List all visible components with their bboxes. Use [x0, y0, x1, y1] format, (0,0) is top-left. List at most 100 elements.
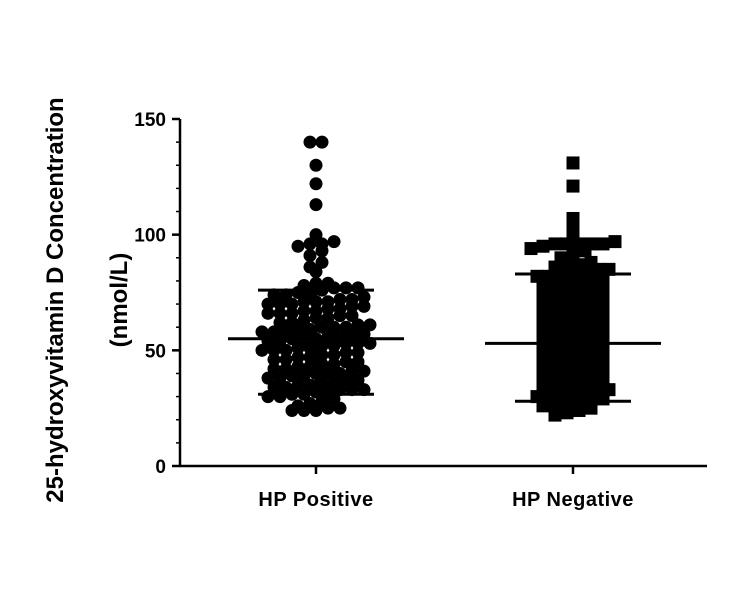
point-hp-positive — [273, 297, 287, 311]
point-hp-positive — [351, 346, 365, 360]
point-hp-positive — [279, 325, 293, 339]
point-hp-positive — [333, 401, 347, 415]
point-hp-negative — [584, 255, 598, 269]
point-hp-positive — [303, 360, 317, 374]
summary-bars — [228, 272, 661, 403]
axes — [172, 117, 707, 474]
point-hp-positive — [261, 306, 275, 320]
point-hp-positive — [309, 198, 323, 212]
y-axis-title-line1: 25-hydroxyvitamin D Concentration — [42, 97, 69, 502]
y-tick-label-100: 100 — [134, 226, 166, 247]
point-hp-positive — [303, 135, 317, 149]
point-hp-positive — [267, 343, 281, 357]
point-hp-positive — [279, 362, 293, 376]
point-hp-positive — [279, 380, 293, 394]
point-hp-positive — [327, 376, 341, 390]
point-hp-positive — [285, 316, 299, 330]
point-hp-positive — [327, 348, 341, 362]
point-hp-positive — [339, 281, 353, 295]
point-hp-positive — [315, 394, 329, 408]
point-hp-positive — [297, 304, 311, 318]
point-hp-positive — [315, 376, 329, 390]
point-hp-positive — [291, 399, 305, 413]
point-hp-positive — [303, 378, 317, 392]
point-hp-positive — [303, 237, 317, 251]
point-hp-negative — [596, 237, 610, 251]
point-hp-positive — [315, 135, 329, 149]
point-hp-positive — [309, 228, 323, 242]
point-hp-positive — [297, 295, 311, 309]
x-tick-label-1: HP Negative — [512, 489, 634, 511]
point-hp-negative — [548, 237, 562, 251]
point-hp-positive — [279, 353, 293, 367]
point-hp-positive — [303, 323, 317, 337]
point-hp-positive — [339, 355, 353, 369]
point-hp-positive — [321, 311, 335, 325]
point-hp-positive — [345, 364, 359, 378]
point-hp-positive — [309, 158, 323, 172]
point-hp-negative — [566, 156, 580, 170]
point-hp-positive — [261, 371, 275, 385]
point-hp-positive — [303, 260, 317, 274]
point-hp-negative — [560, 406, 574, 420]
y-tick-label-150: 150 — [134, 110, 166, 131]
point-hp-positive — [351, 281, 365, 295]
point-hp-positive — [321, 276, 335, 290]
point-hp-positive — [291, 350, 305, 364]
point-hp-positive — [267, 325, 281, 339]
y-axis-title-line2: (nmol/L) — [106, 253, 133, 348]
point-hp-negative — [584, 237, 598, 251]
point-hp-positive — [303, 248, 317, 262]
point-hp-positive — [303, 341, 317, 355]
y-tick-label-0: 0 — [155, 457, 166, 478]
point-hp-negative — [566, 179, 580, 193]
point-hp-negative — [608, 235, 622, 249]
point-hp-positive — [351, 355, 365, 369]
point-hp-negative — [566, 211, 580, 225]
point-hp-positive — [273, 306, 287, 320]
point-hp-positive — [315, 255, 329, 269]
point-hp-positive — [309, 276, 323, 290]
point-hp-positive — [297, 369, 311, 383]
point-hp-positive — [273, 371, 287, 385]
point-hp-positive — [291, 239, 305, 253]
point-hp-positive — [315, 320, 329, 334]
point-hp-negative — [554, 251, 568, 265]
point-hp-positive — [297, 313, 311, 327]
point-hp-positive — [315, 237, 329, 251]
x-tick-label-0: HP Positive — [258, 489, 373, 511]
point-hp-positive — [327, 339, 341, 353]
y-tick-label-50: 50 — [145, 341, 166, 362]
point-hp-positive — [345, 309, 359, 323]
point-hp-positive — [339, 320, 353, 334]
y-axis-title: 25-hydroxyvitamin D Concentration (nmol/… — [42, 97, 133, 502]
tick-labels: 0 50 100 150 HP Positive HP Negative — [134, 110, 634, 511]
point-hp-positive — [321, 295, 335, 309]
point-hp-positive — [273, 316, 287, 330]
point-hp-positive — [357, 299, 371, 313]
point-hp-positive — [267, 353, 281, 367]
point-hp-positive — [315, 357, 329, 371]
data-points — [255, 135, 622, 422]
point-hp-positive — [333, 292, 347, 306]
point-hp-positive — [339, 346, 353, 360]
point-hp-positive — [255, 325, 269, 339]
point-hp-positive — [327, 320, 341, 334]
point-hp-positive — [321, 366, 335, 380]
point-hp-positive — [327, 235, 341, 249]
point-hp-positive — [267, 380, 281, 394]
point-hp-positive — [291, 378, 305, 392]
point-hp-positive — [303, 350, 317, 364]
point-hp-positive — [351, 318, 365, 332]
point-hp-positive — [327, 357, 341, 371]
point-hp-positive — [363, 318, 377, 332]
point-hp-positive — [261, 297, 275, 311]
point-hp-positive — [357, 364, 371, 378]
point-hp-positive — [255, 343, 269, 357]
point-hp-positive — [345, 292, 359, 306]
point-hp-positive — [351, 373, 365, 387]
point-hp-positive — [309, 177, 323, 191]
point-hp-negative — [548, 408, 562, 422]
